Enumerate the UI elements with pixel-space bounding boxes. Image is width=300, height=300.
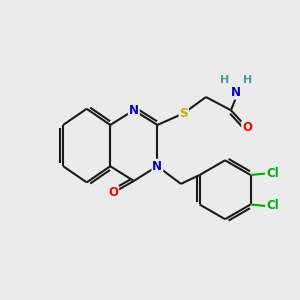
Text: N: N bbox=[129, 104, 139, 117]
Text: H: H bbox=[243, 75, 253, 85]
Text: O: O bbox=[108, 186, 118, 199]
Text: H: H bbox=[220, 75, 229, 85]
Text: Cl: Cl bbox=[266, 167, 279, 180]
Text: O: O bbox=[242, 122, 252, 134]
Text: Cl: Cl bbox=[266, 200, 279, 212]
Text: N: N bbox=[231, 86, 241, 99]
Text: N: N bbox=[152, 160, 162, 173]
Text: S: S bbox=[180, 107, 188, 120]
